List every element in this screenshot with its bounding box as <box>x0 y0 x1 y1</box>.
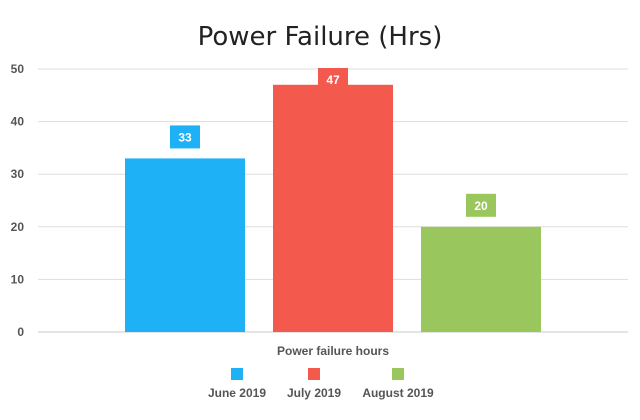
data-label: 47 <box>318 68 348 91</box>
legend[interactable]: June 2019 July 2019 August 2019 <box>208 368 434 400</box>
data-label: 33 <box>170 125 200 149</box>
legend-swatch <box>231 368 243 380</box>
data-label-value: 47 <box>326 73 340 87</box>
chart-title: Power Failure (Hrs) <box>198 22 443 52</box>
data-label-value: 20 <box>474 199 488 213</box>
legend-item[interactable]: June 2019 <box>208 368 266 400</box>
bar-june-2019[interactable] <box>125 158 245 332</box>
bar-july-2019[interactable] <box>273 84 393 332</box>
legend-swatch <box>392 368 404 380</box>
y-tick-label: 50 <box>11 62 25 76</box>
y-tick-label: 30 <box>11 167 25 181</box>
y-axis-ticks: 0 10 20 30 40 50 <box>11 62 25 339</box>
data-label: 20 <box>466 193 496 217</box>
legend-item[interactable]: August 2019 <box>362 368 434 400</box>
data-label-box <box>466 193 496 217</box>
y-tick-label: 40 <box>11 115 25 129</box>
y-tick-label: 20 <box>11 220 25 234</box>
legend-label: July 2019 <box>287 386 341 400</box>
legend-label: June 2019 <box>208 386 266 400</box>
x-axis-label: Power failure hours <box>277 344 389 358</box>
bars <box>125 84 541 332</box>
data-labels: 33 47 20 <box>170 68 496 217</box>
y-tick-label: 0 <box>17 325 24 339</box>
data-label-box <box>318 68 348 91</box>
data-label-box <box>170 125 200 149</box>
legend-label: August 2019 <box>362 386 434 400</box>
data-label-value: 33 <box>178 130 192 144</box>
bar-august-2019[interactable] <box>421 226 541 332</box>
legend-item[interactable]: July 2019 <box>287 368 341 400</box>
legend-swatch <box>308 368 320 380</box>
y-tick-label: 10 <box>11 272 25 286</box>
